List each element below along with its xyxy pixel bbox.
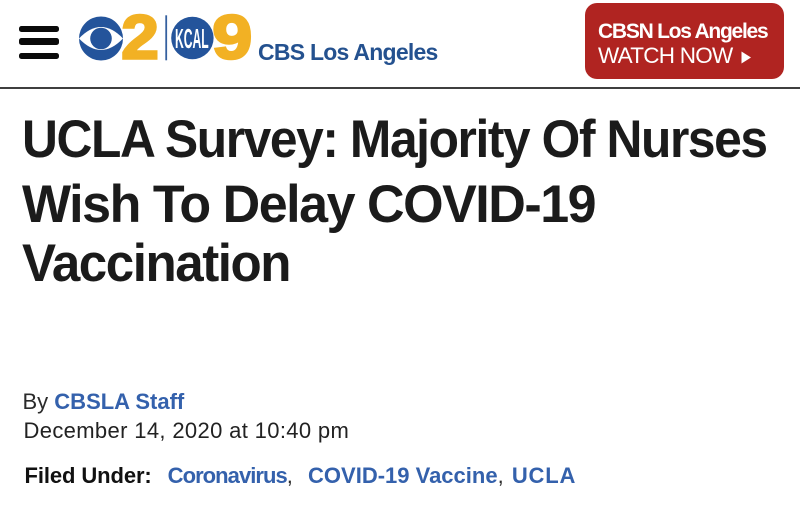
svg-text:9: 9	[212, 8, 252, 70]
svg-text:2: 2	[121, 8, 159, 70]
svg-text:KCAL: KCAL	[175, 23, 209, 54]
